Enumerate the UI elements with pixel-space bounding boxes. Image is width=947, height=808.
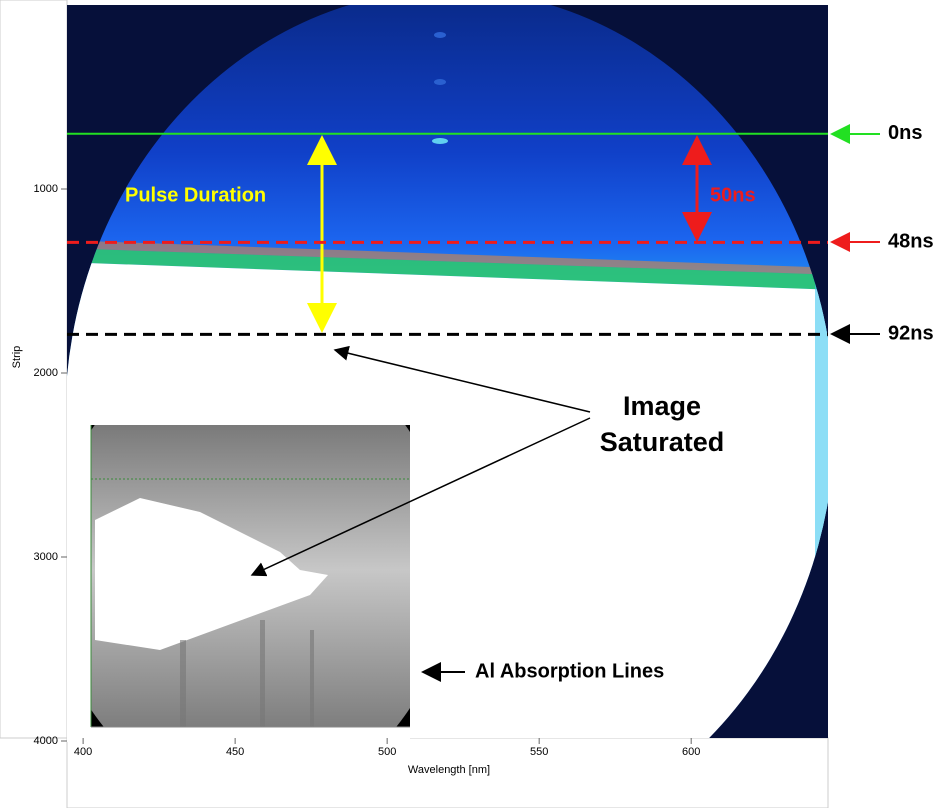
y-tick-label: 3000	[34, 551, 58, 563]
annotation: 50ns	[710, 184, 756, 206]
annotation: Al Absorption Lines	[475, 660, 664, 682]
x-tick-label: 600	[682, 746, 700, 758]
y-tick-label: 4000	[34, 735, 58, 747]
x-tick-label: 500	[378, 746, 396, 758]
x-axis-title: Wavelength [nm]	[408, 764, 490, 776]
y-axis-title: Strip	[11, 346, 23, 369]
x-tick-label: 550	[530, 746, 548, 758]
annotation: Saturated	[600, 427, 725, 457]
x-tick-label: 400	[74, 746, 92, 758]
annotation: Image	[623, 391, 701, 421]
y-tick-label: 1000	[34, 183, 58, 195]
y-tick-label: 2000	[34, 367, 58, 379]
marker-label: 92ns	[888, 323, 934, 345]
annotation: Pulse Duration	[125, 184, 266, 206]
figure: Pulse Duration 50ns Image Saturated Al A…	[0, 0, 947, 808]
marker-label: 48ns	[888, 231, 934, 253]
x-tick-label: 450	[226, 746, 244, 758]
marker-label: 0ns	[888, 122, 922, 144]
